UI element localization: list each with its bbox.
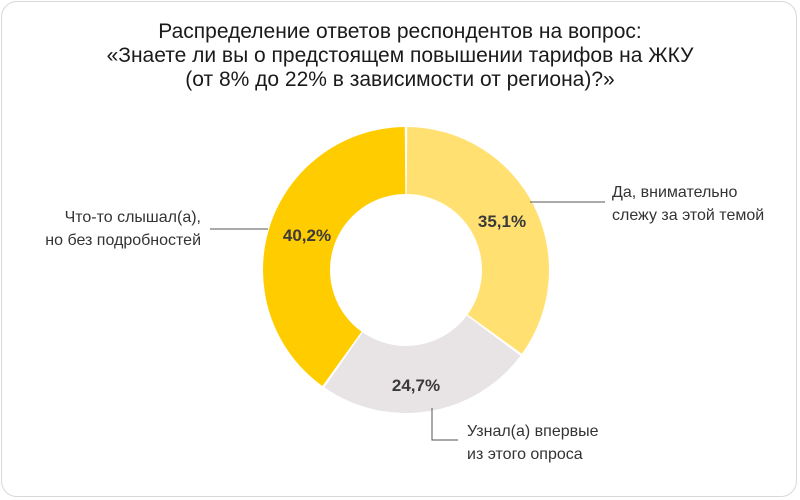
- callout-first-time: Узнал(а) впервые из этого опроса: [467, 423, 599, 463]
- chart-title-line-3: (от 8% до 22% в зависимости от региона)?…: [185, 68, 615, 91]
- callout-attentive: Да, внимательно слежу за этой темой: [612, 184, 764, 224]
- callout-heard-something: Что-то слышал(а), но без подробностей: [45, 209, 201, 249]
- leader-lines: [210, 201, 605, 441]
- callout-heard-something-line-1: Что-то слышал(а),: [65, 209, 201, 226]
- leader-line-first-time: [431, 408, 458, 441]
- chart-title-line-2: «Знаете ли вы о предстоящем повышении та…: [106, 44, 694, 67]
- callout-attentive-line-1: Да, внимательно: [612, 184, 737, 201]
- value-label-attentive: 35,1%: [478, 212, 526, 231]
- chart-title: Распределение ответов респондентов на во…: [0, 20, 800, 92]
- slice-heard-something: [263, 127, 406, 387]
- chart-title-line-1: Распределение ответов респондентов на во…: [158, 20, 642, 43]
- callout-first-time-line-1: Узнал(а) впервые: [467, 423, 599, 440]
- callout-first-time-line-2: из этого опроса: [467, 446, 583, 463]
- slice-first-time: [324, 315, 521, 414]
- value-label-first-time: 24,7%: [392, 376, 440, 395]
- donut-slices: [263, 127, 549, 414]
- value-label-heard-something: 40,2%: [283, 226, 331, 245]
- callout-attentive-line-2: слежу за этой темой: [612, 207, 764, 224]
- slice-value-labels: 35,1% 24,7% 40,2%: [283, 212, 526, 395]
- slice-attentive: [406, 127, 549, 354]
- callout-heard-something-line-2: но без подробностей: [45, 232, 201, 249]
